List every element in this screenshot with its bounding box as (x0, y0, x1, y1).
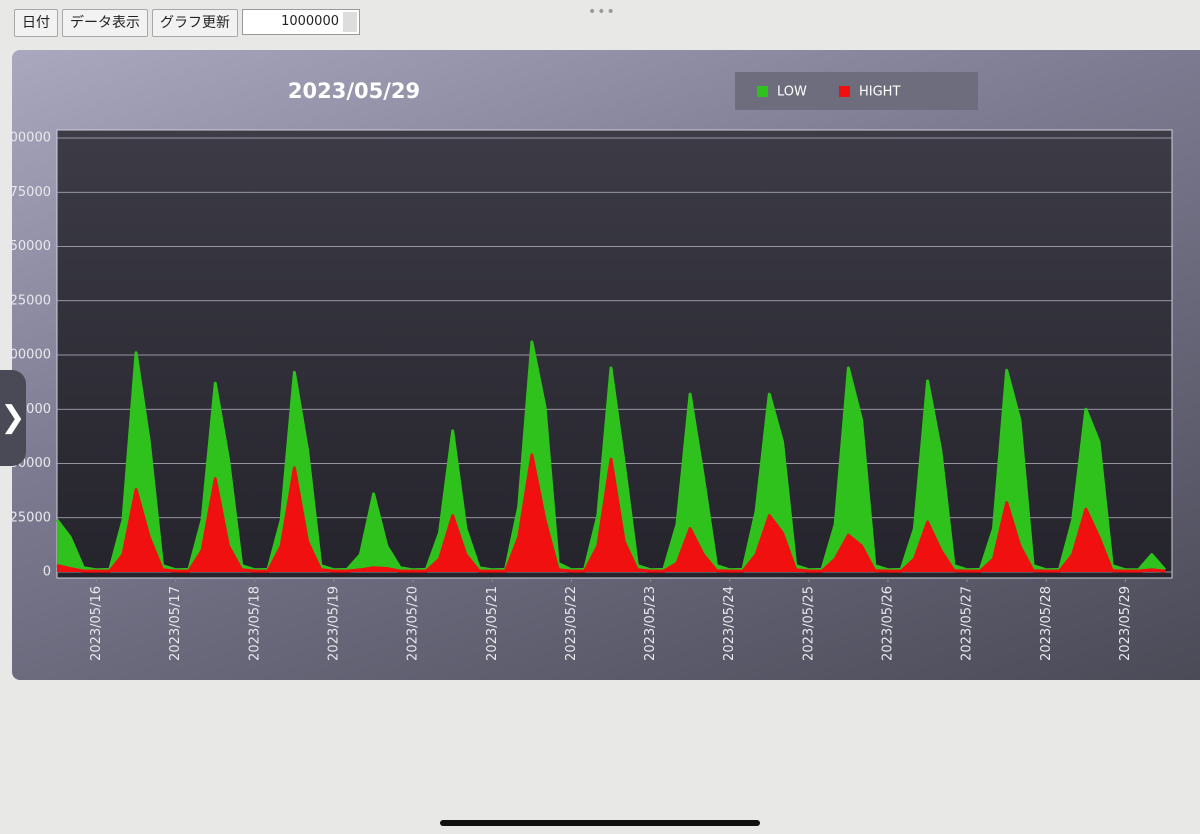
x-tick-label: 2023/05/22 (564, 586, 579, 661)
x-tick-label: 2023/05/20 (406, 586, 421, 661)
drag-handle: ••• (588, 4, 616, 20)
toolbar: 日付 データ表示 グラフ更新 1000000 (14, 9, 360, 37)
area-fill (57, 342, 1165, 572)
spinner[interactable] (343, 12, 357, 32)
legend-swatch (757, 86, 768, 97)
y-tick-label: 500000 (1, 348, 51, 363)
toolbar-button[interactable]: 日付 (14, 9, 58, 37)
y-tick-label: 0 (43, 565, 51, 580)
legend-label: LOW (777, 85, 807, 100)
number-input[interactable]: 1000000 (242, 9, 360, 35)
x-tick-label: 2023/05/21 (485, 586, 500, 661)
chart-title: 2023/05/29 (288, 79, 420, 103)
side-tab[interactable]: ❯ (0, 370, 26, 466)
x-tick-label: 2023/05/27 (960, 586, 975, 661)
x-tick-label: 2023/05/24 (722, 586, 737, 661)
y-tick-label: 1000000 (0, 131, 51, 146)
toolbar-button[interactable]: データ表示 (62, 9, 148, 37)
y-tick-label: 875000 (1, 185, 51, 200)
x-tick-label: 2023/05/29 (1118, 586, 1133, 661)
x-tick-label: 2023/05/17 (168, 586, 183, 661)
legend-label: HIGHT (859, 85, 900, 100)
x-tick-label: 2023/05/25 (801, 586, 816, 661)
x-tick-label: 2023/05/26 (881, 586, 896, 661)
x-tick-label: 2023/05/28 (1039, 586, 1054, 661)
y-tick-label: 125000 (1, 510, 51, 525)
legend-box (735, 72, 978, 110)
x-tick-label: 2023/05/16 (89, 586, 104, 661)
toolbar-button[interactable]: グラフ更新 (152, 9, 238, 37)
y-tick-label: 750000 (1, 239, 51, 254)
area-fill (57, 454, 1165, 572)
x-tick-label: 2023/05/18 (247, 586, 262, 661)
legend-swatch (839, 86, 850, 97)
y-tick-label: 625000 (1, 293, 51, 308)
x-tick-label: 2023/05/23 (643, 586, 658, 661)
home-indicator (440, 820, 760, 826)
x-tick-label: 2023/05/19 (327, 586, 342, 661)
area-line (56, 453, 1166, 573)
